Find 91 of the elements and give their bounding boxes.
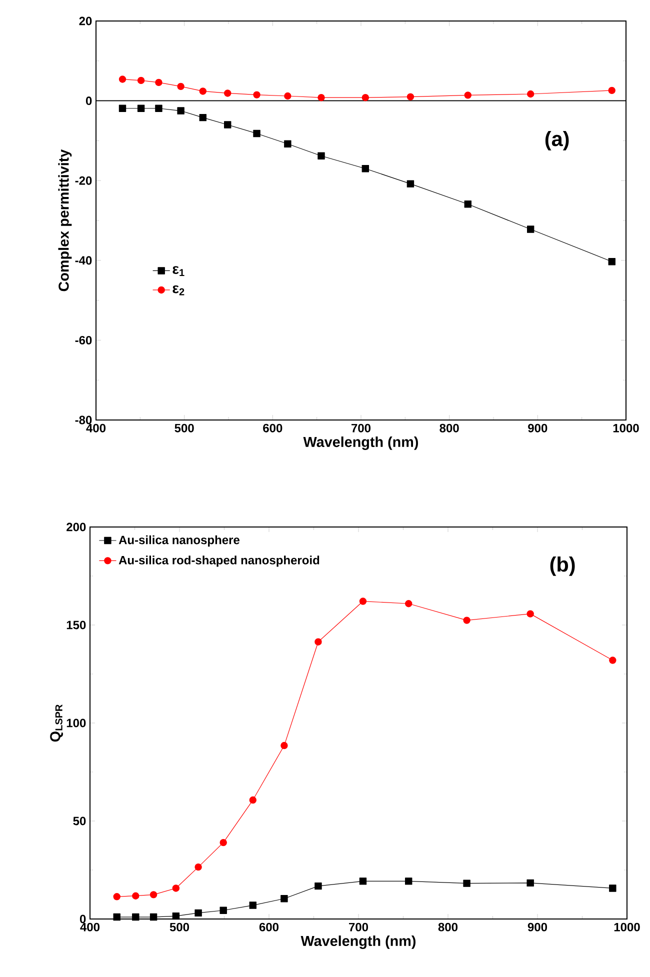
point — [406, 93, 414, 100]
x-tick-label: 700 — [352, 424, 371, 432]
x-tick-label: 500 — [170, 922, 190, 932]
point — [362, 94, 370, 102]
x-tick-label: 400 — [86, 424, 106, 432]
point — [150, 913, 158, 921]
point — [406, 180, 414, 188]
point — [132, 913, 140, 921]
point — [194, 863, 202, 871]
x-axis-title: Wavelength (nm) — [303, 436, 418, 450]
x-axis-title: Wavelength (nm) — [300, 935, 416, 949]
point — [314, 638, 322, 646]
point — [199, 114, 206, 122]
x-tick-label: 500 — [174, 424, 194, 432]
point — [280, 895, 288, 902]
y-tick-label: 0 — [86, 96, 92, 106]
point — [172, 884, 180, 892]
y-tick-label: 150 — [66, 620, 86, 630]
x-tick-label: 800 — [438, 922, 458, 932]
point — [155, 104, 162, 112]
point — [177, 107, 184, 114]
y-tick-label: 100 — [66, 718, 86, 728]
x-tick-label: 600 — [263, 424, 282, 432]
point — [113, 893, 120, 900]
point — [464, 200, 472, 208]
y-tick-label: -80 — [75, 416, 92, 424]
x-tick-label: 800 — [440, 424, 459, 432]
point — [150, 891, 158, 898]
point — [220, 838, 227, 846]
point — [249, 796, 256, 804]
point — [118, 104, 126, 112]
point — [609, 884, 616, 892]
x-tick-label: 1000 — [613, 424, 639, 432]
point — [224, 121, 232, 128]
point — [526, 226, 534, 233]
y-tick-label: -40 — [75, 256, 92, 265]
point — [608, 258, 616, 266]
y-tick-label: 20 — [79, 16, 92, 26]
point — [526, 879, 534, 887]
y-tick-label: 50 — [73, 816, 86, 826]
x-tick-label: 1000 — [614, 922, 640, 932]
x-tick-label: 600 — [259, 922, 279, 932]
y-tick-label: -20 — [75, 176, 92, 185]
point — [463, 880, 470, 887]
point — [318, 94, 325, 102]
point — [284, 140, 292, 148]
point — [609, 656, 616, 664]
point — [137, 76, 145, 84]
point — [526, 610, 534, 618]
point — [405, 600, 412, 608]
point — [199, 88, 206, 95]
x-tick-label: 700 — [349, 922, 368, 932]
y-axis-title: Complex permittivity — [58, 149, 72, 292]
point — [280, 742, 288, 750]
point — [132, 892, 140, 900]
y-tick-label: 200 — [66, 522, 86, 532]
point — [608, 86, 616, 94]
point — [318, 152, 325, 160]
legend-label: Au-silica rod-shaped nanospheroid — [118, 556, 320, 567]
annotation: (a) — [545, 131, 569, 150]
point — [137, 104, 145, 112]
point — [224, 90, 232, 97]
point — [359, 878, 367, 885]
legend-label: Au-silica nanosphere — [118, 535, 240, 547]
point — [253, 91, 260, 98]
point — [118, 76, 126, 83]
point — [249, 902, 256, 909]
point — [405, 878, 412, 885]
point — [172, 912, 180, 920]
y-axis-title: Q$_{LSPR}$ — [50, 704, 63, 742]
point — [314, 882, 322, 890]
point — [359, 598, 367, 605]
point — [464, 92, 472, 99]
annotation: (b) — [550, 556, 575, 576]
y-tick-label: 0 — [80, 914, 86, 924]
point — [253, 130, 260, 138]
point — [526, 90, 534, 98]
x-tick-label: 900 — [528, 424, 548, 432]
point — [113, 913, 120, 921]
point — [284, 92, 292, 100]
point — [463, 616, 470, 624]
legend-label: ε$_{1}$ — [172, 266, 184, 276]
x-tick-label: 400 — [80, 922, 100, 932]
point — [362, 165, 370, 172]
point — [220, 906, 227, 914]
point — [194, 909, 202, 917]
x-tick-label: 900 — [528, 922, 547, 932]
legend-label: ε$_{2}$ — [172, 285, 184, 296]
point — [177, 82, 184, 90]
y-tick-label: -60 — [75, 336, 92, 344]
point — [155, 78, 162, 86]
